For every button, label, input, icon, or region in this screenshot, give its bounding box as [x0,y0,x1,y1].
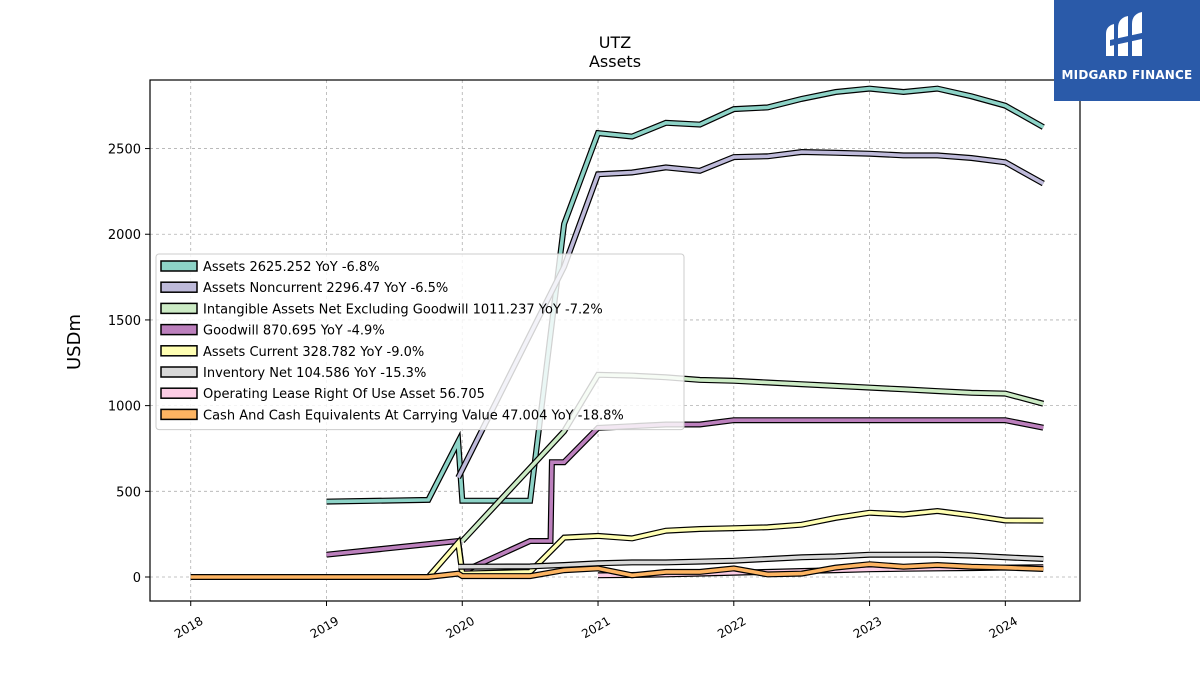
legend-entry: Assets Current 328.782 YoY -9.0% [203,345,424,360]
y-tick-label: 2000 [108,228,141,243]
y-tick-label: 500 [116,485,141,500]
chart-title: UTZ [599,33,631,52]
series-outline-3 [326,417,1044,577]
x-axis-ticks: 2018 2019 2020 2021 2022 2023 2024 [172,601,1020,641]
brand-logo: MIDGARD FINANCE [1054,0,1200,101]
legend-swatch [160,281,198,293]
legend: Assets 2625.252 YoY -6.8% Assets Noncurre… [155,253,685,431]
series-line-4 [426,509,1044,579]
legend-swatch [160,345,198,357]
series-line-5 [458,552,1044,569]
y-tick-label: 2500 [108,143,141,158]
y-axis-label: USDm [64,314,85,370]
legend-entry: Inventory Net 104.586 YoY -15.3% [203,366,426,381]
series-line-7 [190,562,1044,579]
x-tick-label: 2022 [715,614,748,641]
x-tick-label: 2023 [851,614,884,641]
legend-entry: Assets Noncurrent 2296.47 YoY -6.5% [203,281,448,296]
y-axis-ticks: 0 500 1000 1500 2000 2500 [108,143,150,586]
chart-subtitle: Assets [589,52,641,71]
y-tick-label: 1000 [108,400,141,415]
legend-entry: Operating Lease Right Of Use Asset 56.70… [203,387,485,402]
x-tick-label: 2020 [444,614,477,641]
x-tick-label: 2018 [172,614,205,641]
x-tick-label: 2019 [308,614,341,641]
legend-swatch [160,408,198,421]
legend-swatch [160,366,198,378]
brand-mark-icon [1106,12,1146,56]
legend-entry: Cash And Cash Equivalents At Carrying Va… [203,408,624,423]
series-line-0 [326,86,1045,504]
x-tick-label: 2021 [579,614,612,641]
series-layer [190,85,1045,580]
brand-name: MIDGARD FINANCE [1061,68,1193,82]
legend-entry: Assets 2625.252 YoY -6.8% [203,260,380,275]
legend-entry: Intangible Assets Net Excluding Goodwill… [203,302,603,317]
legend-swatch [160,323,198,336]
legend-swatch [160,387,198,399]
x-tick-label: 2024 [987,614,1020,641]
plot-frame [149,79,1081,602]
legend-entry: Goodwill 870.695 YoY -4.9% [203,324,385,339]
legend-box [155,253,685,431]
y-tick-label: 1500 [108,314,141,329]
series-line-3 [326,418,1044,575]
y-tick-label: 0 [133,571,141,586]
legend-swatch [160,302,198,315]
legend-swatch [160,260,198,272]
series-line-1 [456,150,1045,479]
